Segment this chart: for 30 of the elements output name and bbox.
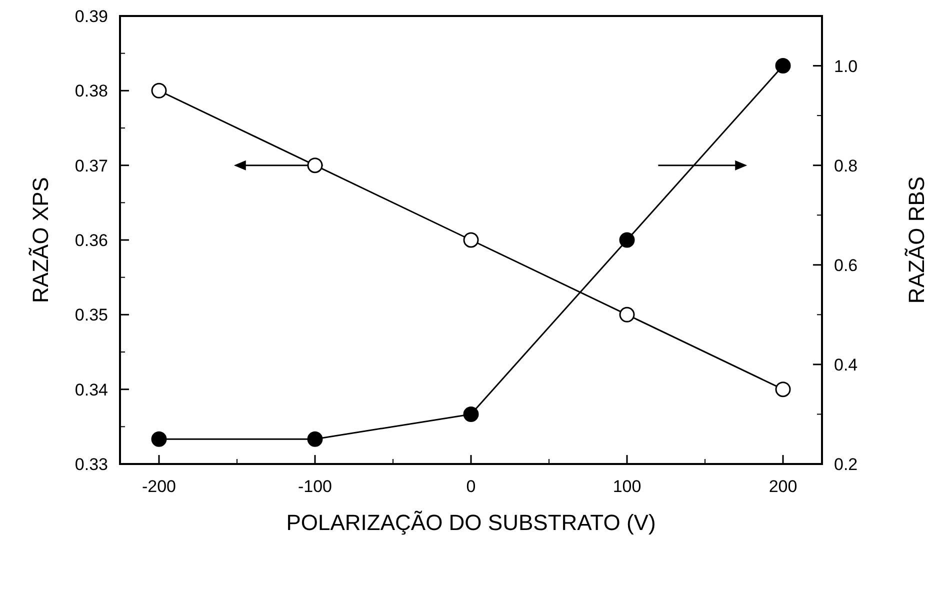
point xyxy=(463,232,479,248)
y-tick-label: 0.35 xyxy=(74,306,108,325)
y2-tick-label: 0.4 xyxy=(834,355,858,374)
y-tick-label: 0.34 xyxy=(74,380,108,400)
y2-axis-title: RAZÃO RBS xyxy=(904,176,929,304)
x-tick-label: -200 xyxy=(142,477,176,496)
point xyxy=(307,431,323,447)
x-tick-label: 0 xyxy=(466,477,476,496)
point xyxy=(151,431,167,447)
point xyxy=(619,306,635,322)
point xyxy=(775,382,791,398)
x-tick-label: 100 xyxy=(612,477,642,496)
y-tick-label: 0.38 xyxy=(74,82,108,101)
point xyxy=(307,158,323,174)
y2-tick-label: 0.6 xyxy=(834,256,858,275)
point xyxy=(151,82,167,98)
x-tick-label: 200 xyxy=(768,477,798,496)
y-tick-label: 0.39 xyxy=(74,7,108,26)
x-tick-label: -100 xyxy=(298,477,332,496)
point xyxy=(463,406,479,422)
y-tick-label: 0.37 xyxy=(74,156,108,176)
y-axis-title: RAZÃO XPS xyxy=(28,177,53,303)
point xyxy=(775,58,791,74)
y2-tick-label: 1.0 xyxy=(834,56,858,76)
y-tick-label: 0.36 xyxy=(74,231,108,250)
y2-tick-label: 0.2 xyxy=(834,455,858,474)
y-tick-label: 0.33 xyxy=(74,455,108,474)
y2-tick-label: 0.8 xyxy=(834,156,858,176)
point xyxy=(619,232,635,248)
x-axis-title: POLARIZAÇÃO DO SUBSTRATO (V) xyxy=(286,510,656,535)
